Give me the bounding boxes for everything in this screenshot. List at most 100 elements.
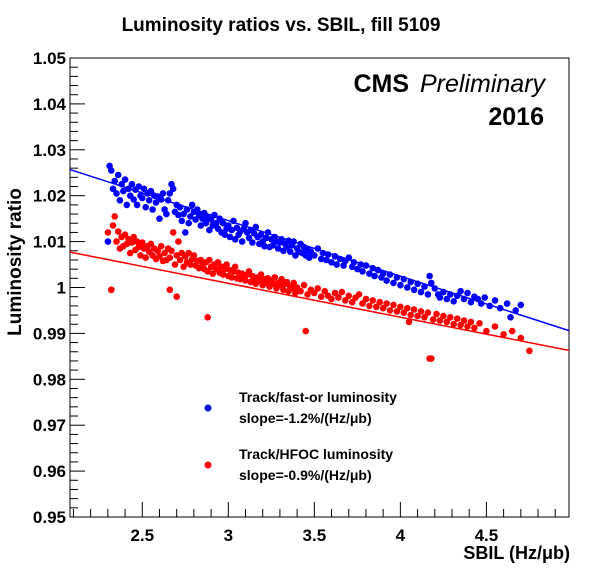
y-axis-label: Luminosity ratio bbox=[5, 188, 26, 336]
y-tick-label: 1.05 bbox=[33, 49, 66, 68]
data-point-track-fast-or-luminosity bbox=[283, 243, 291, 251]
data-point-track-fast-or-luminosity bbox=[202, 219, 210, 227]
data-point-track-hfoc-luminosity bbox=[154, 247, 162, 255]
data-point-track-hfoc-luminosity bbox=[157, 242, 165, 250]
data-point-track-hfoc-luminosity bbox=[386, 307, 394, 314]
data-point-track-fast-or-luminosity bbox=[149, 206, 156, 213]
data-point-track-fast-or-luminosity bbox=[216, 215, 223, 222]
x-axis-label: SBIL (Hz/μb) bbox=[463, 543, 570, 563]
data-point-track-hfoc-luminosity bbox=[288, 285, 296, 292]
data-point-track-hfoc-luminosity bbox=[113, 238, 120, 245]
data-point-track-hfoc-luminosity bbox=[280, 286, 287, 294]
data-point-track-fast-or-luminosity bbox=[219, 219, 227, 227]
data-point-track-fast-or-luminosity bbox=[187, 213, 194, 220]
data-point-track-hfoc-luminosity bbox=[209, 270, 217, 278]
data-point-track-hfoc-luminosity bbox=[317, 293, 325, 301]
data-point-track-fast-or-luminosity bbox=[133, 201, 141, 209]
data-point-track-fast-or-luminosity bbox=[496, 304, 504, 312]
data-point-track-fast-or-luminosity bbox=[311, 252, 318, 259]
data-point-track-hfoc-luminosity bbox=[169, 229, 177, 236]
data-point-track-hfoc-luminosity bbox=[500, 331, 507, 338]
data-point-track-fast-or-luminosity bbox=[450, 298, 458, 305]
data-point-track-fast-or-luminosity bbox=[139, 194, 146, 202]
data-point-track-hfoc-luminosity bbox=[276, 281, 284, 289]
data-point-track-fast-or-luminosity bbox=[182, 229, 189, 236]
data-point-track-hfoc-luminosity bbox=[121, 231, 129, 238]
data-point-track-hfoc-luminosity bbox=[433, 310, 440, 318]
data-point-track-fast-or-luminosity bbox=[400, 275, 408, 283]
data-point-track-fast-or-luminosity bbox=[410, 286, 418, 294]
data-point-track-fast-or-luminosity bbox=[371, 272, 378, 280]
data-point-track-fast-or-luminosity bbox=[481, 294, 489, 301]
data-point-track-hfoc-luminosity bbox=[407, 311, 415, 319]
y-tick-label: 0.95 bbox=[33, 508, 66, 527]
data-point-track-hfoc-luminosity bbox=[147, 240, 155, 248]
data-point-track-fast-or-luminosity bbox=[374, 266, 382, 274]
legend-label-track-fast-or: Track/fast-or luminosity bbox=[239, 389, 397, 405]
x-tick-label: 4.5 bbox=[475, 526, 499, 545]
data-point-track-fast-or-luminosity bbox=[245, 234, 253, 242]
legend-marker-track-fast-or bbox=[204, 404, 212, 412]
data-point-track-hfoc-luminosity bbox=[450, 320, 458, 328]
data-point-track-hfoc-luminosity bbox=[161, 249, 168, 257]
data-point-track-fast-or-luminosity bbox=[176, 203, 184, 211]
data-point-track-hfoc-luminosity bbox=[359, 300, 366, 307]
data-point-track-fast-or-luminosity bbox=[447, 291, 454, 298]
data-point-track-hfoc-luminosity bbox=[304, 291, 311, 298]
data-point-track-fast-or-luminosity bbox=[474, 295, 482, 303]
data-point-track-fast-or-luminosity bbox=[169, 185, 177, 193]
data-point-track-fast-or-luminosity bbox=[323, 256, 330, 264]
data-point-track-fast-or-luminosity bbox=[147, 187, 155, 195]
data-point-track-hfoc-luminosity bbox=[168, 247, 175, 255]
data-point-track-fast-or-luminosity bbox=[379, 270, 387, 278]
y-tick-label: 1.04 bbox=[33, 95, 67, 114]
data-point-track-hfoc-luminosity bbox=[421, 314, 428, 321]
data-point-track-fast-or-luminosity bbox=[183, 206, 191, 213]
data-point-track-fast-or-luminosity bbox=[278, 236, 285, 243]
legend-marker-track-hfoc bbox=[204, 461, 212, 469]
y-tick-label: 0.96 bbox=[33, 462, 66, 481]
data-point-track-hfoc-luminosity bbox=[447, 314, 454, 321]
data-point-track-hfoc-luminosity bbox=[335, 294, 342, 301]
data-point-track-fast-or-luminosity bbox=[424, 291, 432, 298]
data-point-track-fast-or-luminosity bbox=[350, 259, 358, 266]
data-point-track-hfoc-luminosity bbox=[297, 287, 304, 295]
data-point-track-hfoc-luminosity bbox=[460, 317, 468, 324]
data-point-track-fast-or-luminosity bbox=[123, 201, 131, 209]
data-point-track-fast-or-luminosity bbox=[467, 298, 475, 306]
data-point-track-hfoc-luminosity bbox=[517, 334, 525, 342]
data-point-track-fast-or-luminosity bbox=[108, 167, 115, 174]
data-point-track-fast-or-luminosity bbox=[197, 222, 205, 229]
data-point-track-fast-or-luminosity bbox=[407, 278, 415, 286]
data-point-track-hfoc-luminosity bbox=[414, 312, 421, 320]
data-point-track-fast-or-luminosity bbox=[274, 245, 282, 252]
data-point-track-hfoc-luminosity bbox=[321, 287, 329, 295]
data-point-track-fast-or-luminosity bbox=[164, 197, 172, 204]
preliminary-label: Preliminary bbox=[420, 70, 547, 98]
data-point-track-hfoc-luminosity bbox=[476, 320, 483, 327]
data-point-track-hfoc-luminosity bbox=[331, 289, 339, 297]
data-point-track-hfoc-luminosity bbox=[508, 327, 516, 335]
data-point-track-fast-or-luminosity bbox=[319, 249, 327, 257]
data-point-track-fast-or-luminosity bbox=[333, 261, 341, 268]
data-point-track-fast-or-luminosity bbox=[404, 284, 411, 291]
data-point-track-hfoc-luminosity bbox=[471, 324, 478, 332]
data-point-track-fast-or-luminosity bbox=[109, 185, 117, 193]
data-point-track-hfoc-luminosity bbox=[428, 355, 435, 362]
data-point-track-fast-or-luminosity bbox=[285, 237, 292, 244]
data-point-track-hfoc-luminosity bbox=[302, 327, 310, 335]
y-tick-label: 0.98 bbox=[33, 370, 66, 389]
legend-slope-track-hfoc: slope=-0.9%/(Hz/μb) bbox=[239, 467, 372, 483]
data-point-track-fast-or-luminosity bbox=[111, 177, 118, 185]
data-point-track-fast-or-luminosity bbox=[159, 190, 167, 197]
data-point-track-fast-or-luminosity bbox=[431, 285, 439, 292]
data-point-track-hfoc-luminosity bbox=[133, 238, 141, 245]
data-point-track-hfoc-luminosity bbox=[397, 303, 404, 311]
data-point-track-hfoc-luminosity bbox=[436, 317, 444, 324]
data-point-track-fast-or-luminosity bbox=[185, 219, 192, 227]
data-point-track-fast-or-luminosity bbox=[386, 271, 394, 278]
data-point-track-fast-or-luminosity bbox=[317, 255, 325, 263]
data-point-track-fast-or-luminosity bbox=[113, 190, 120, 197]
data-point-track-fast-or-luminosity bbox=[249, 239, 256, 246]
